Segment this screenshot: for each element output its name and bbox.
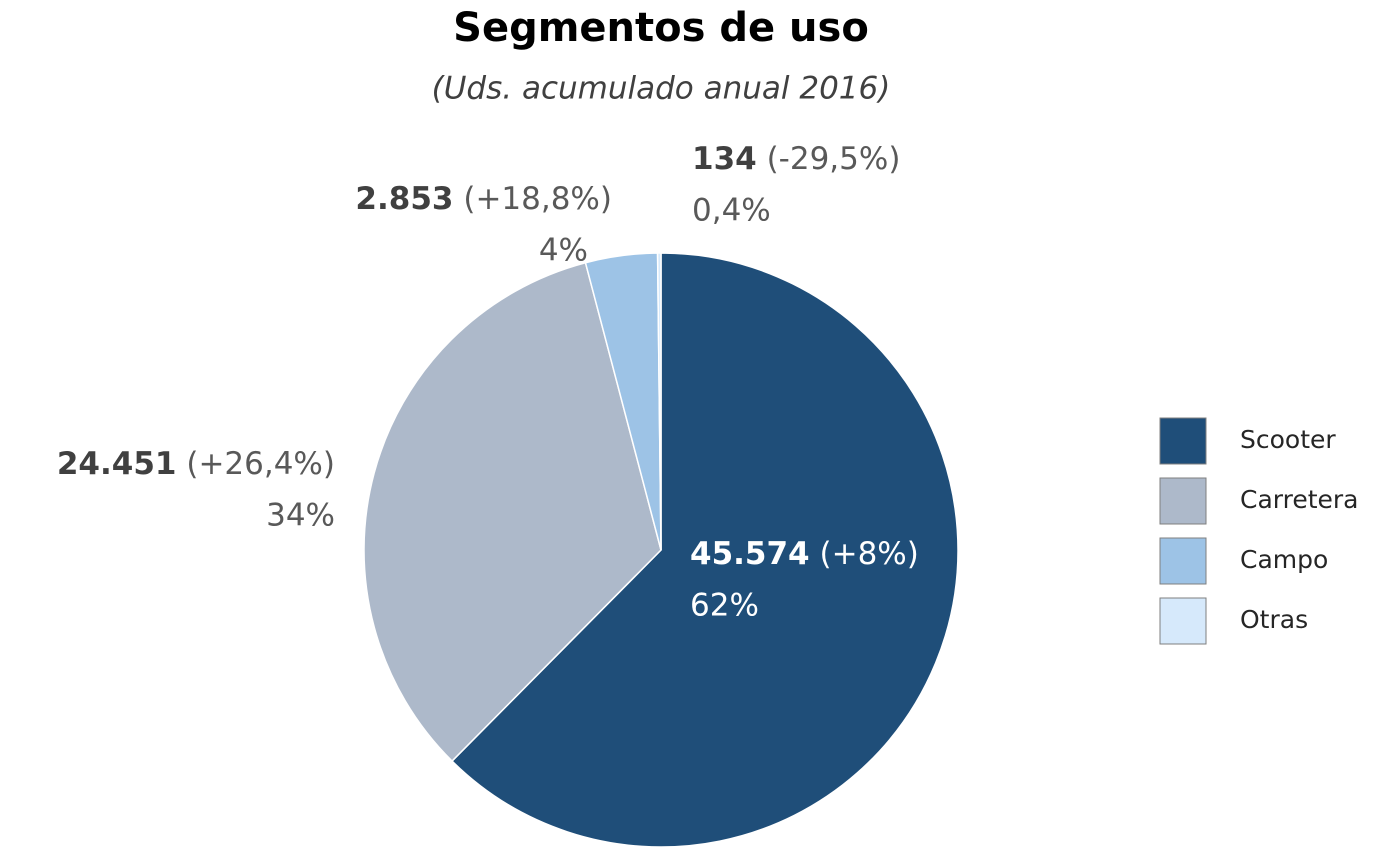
pie-slice xyxy=(363,261,662,763)
share-label: 62% xyxy=(690,588,759,624)
pie-slice xyxy=(450,252,959,847)
legend-swatch xyxy=(1159,477,1207,525)
data-label: 24.451 (+26,4%) xyxy=(57,446,335,482)
share-label: 4% xyxy=(539,233,588,269)
value-label: 2.853 xyxy=(355,181,453,217)
value-label: 134 xyxy=(692,141,757,177)
legend-swatch xyxy=(1159,417,1207,465)
space xyxy=(176,446,186,482)
legend-label: Otras xyxy=(1240,605,1308,634)
data-label: 45.574 (+8%) xyxy=(690,536,919,572)
legend-swatch xyxy=(1159,537,1207,585)
space xyxy=(453,181,463,217)
chart-title: Segmentos de uso xyxy=(453,5,869,51)
legend-label: Campo xyxy=(1240,545,1328,574)
value-label: 24.451 xyxy=(57,446,177,482)
change-label: (-29,5%) xyxy=(767,141,901,177)
data-label: 134 (-29,5%) xyxy=(692,141,900,177)
legend-label: Scooter xyxy=(1240,425,1336,454)
share-label: 34% xyxy=(266,498,335,534)
change-label: (+18,8%) xyxy=(463,181,612,217)
change-label: (+26,4%) xyxy=(186,446,335,482)
pie-slice xyxy=(656,252,662,551)
change-label: (+8%) xyxy=(820,536,919,572)
data-label: 2.853 (+18,8%) xyxy=(355,181,612,217)
legend-swatch xyxy=(1159,597,1207,645)
value-label: 45.574 xyxy=(690,536,810,572)
legend-label: Carretera xyxy=(1240,485,1359,514)
chart-subtitle: (Uds. acumulado anual 2016) xyxy=(432,71,891,107)
space xyxy=(757,141,767,177)
space xyxy=(810,536,820,572)
share-label: 0,4% xyxy=(692,193,771,229)
